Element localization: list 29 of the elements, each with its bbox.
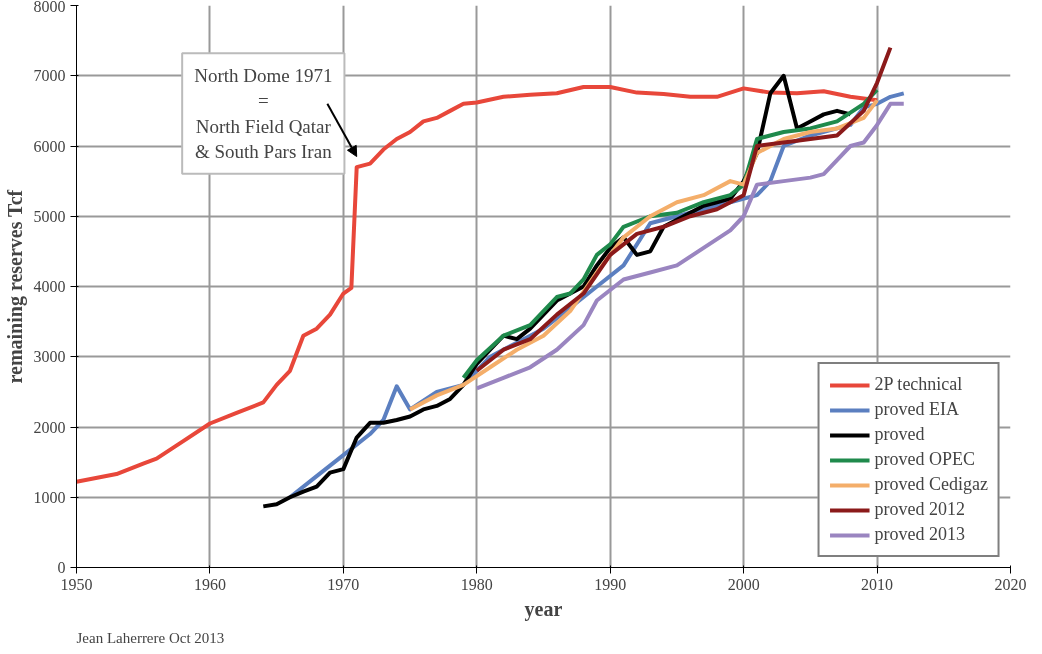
legend-label: 2P technical [874, 374, 963, 395]
legend-label: proved EIA [874, 399, 960, 420]
x-tick-label: 2010 [861, 575, 894, 593]
annotation: North Dome 1971 = North Field Qatar & South Pars Iran [194, 65, 333, 162]
y-axis-title: remaining reserves Tcf [3, 189, 27, 384]
x-tick-label: 1960 [193, 575, 226, 593]
y-tick-label: 0 [57, 559, 66, 576]
x-tick-label: 1950 [60, 575, 93, 593]
y-tick-label: 2000 [33, 418, 66, 436]
x-tick-label: 1970 [327, 575, 360, 593]
y-tick-label: 3000 [33, 348, 66, 366]
legend-label: proved Cedigaz [874, 474, 988, 495]
y-tick-label: 4000 [33, 278, 66, 295]
x-tick-label: 2020 [994, 575, 1027, 593]
legend-label: proved 2012 [874, 499, 966, 520]
x-axis-title: year [524, 597, 563, 621]
x-tick-label: 1990 [594, 575, 627, 593]
legend-label: proved 2013 [874, 524, 966, 545]
line-series [474, 45, 893, 373]
x-tick-label: 2000 [727, 575, 760, 593]
y-tick-label: 1000 [33, 488, 66, 506]
legend-label: proved [874, 424, 925, 445]
y-tick-label: 8000 [33, 0, 66, 15]
y-tick-label: 5000 [33, 207, 66, 225]
x-tick-label: 1980 [460, 575, 493, 593]
legend-label: proved OPEC [874, 449, 976, 470]
text: Jean Laherrere Oct 2013 [76, 629, 225, 646]
y-tick-label: 7000 [33, 67, 66, 85]
y-tick-label: 6000 [33, 137, 66, 155]
